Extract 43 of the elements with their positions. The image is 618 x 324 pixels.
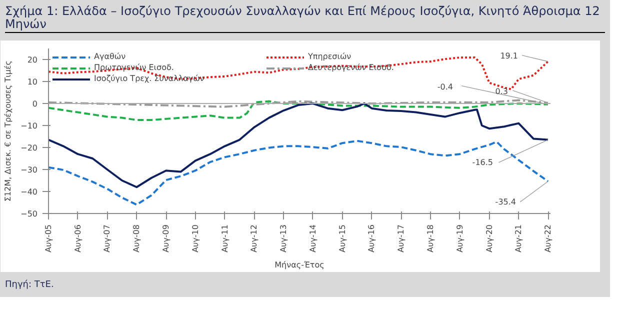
y-tick-label: −40 [20,188,38,197]
x-tick-label: Αυγ-09 [162,224,171,253]
x-tick-label: Αυγ-20 [484,224,494,253]
annotation: 0.3 [495,87,508,96]
x-tick-label: Αυγ-22 [544,224,553,253]
annotation: -16.5 [472,158,494,168]
y-axis-title: Σ12Μ, Δισεκ. € σε Τρέχουσες Τιμές [4,60,13,202]
x-tick-label: Αυγ-07 [102,224,112,253]
x-axis-title: Μήνας-Έτος [274,260,324,270]
text: Πηγή: ΤτΕ. [5,279,54,292]
x-tick-label: Αυγ-08 [132,224,142,253]
y-tick-label: 10 [27,78,38,87]
line-series [48,140,550,206]
chart-title: Σχήμα 1: Ελλάδα – Ισοζύγιο Τρεχουσών Συναλλαγών και Επί Μέρους Ισοζύγια, Κινητό Άθροισμα 12 Μηνών [5,4,605,32]
y-tick-label: −10 [20,122,38,131]
y-tick-label: −30 [20,166,38,175]
x-tick-label: Αυγ-21 [514,224,524,253]
y-tick-label: 20 [27,56,38,65]
x-tick-label: Αυγ-10 [190,224,200,253]
legend-label: Αγαθών [94,52,127,62]
legend-label: Ισοζύγιο Τρεχ. Συναλλαγών [94,74,206,84]
x-tick-label: Αυγ-19 [455,224,464,253]
x-tick-label: Αυγ-16 [367,224,376,253]
legend-label: Δευτερογενών Εισοδ. [308,63,395,72]
legend-label: Πρωτογενών Εισοδ. [94,63,175,72]
x-tick-label: Αυγ-14 [308,224,318,253]
y-tick-label: −20 [20,144,38,153]
annotation: -35.4 [495,198,516,207]
x-tick-label: Αυγ-15 [338,224,347,253]
x-tick-label: Αυγ-06 [73,224,82,253]
x-tick-label: Αυγ-18 [426,224,435,253]
annotation: -0.4 [437,82,454,92]
annotation: 19.1 [500,52,518,61]
line-series [48,100,550,122]
y-tick-label: 0 [32,100,38,109]
y-tick-label: −50 [20,210,38,219]
line-series [48,102,550,188]
x-tick-label: Αυγ-11 [220,224,230,253]
x-tick-label: Αυγ-17 [396,224,406,253]
x-tick-label: Αυγ-05 [44,224,53,253]
legend-label: Υπηρεσιών [308,52,352,62]
x-tick-label: Αυγ-13 [279,224,288,253]
x-tick-label: Αυγ-12 [250,224,259,253]
